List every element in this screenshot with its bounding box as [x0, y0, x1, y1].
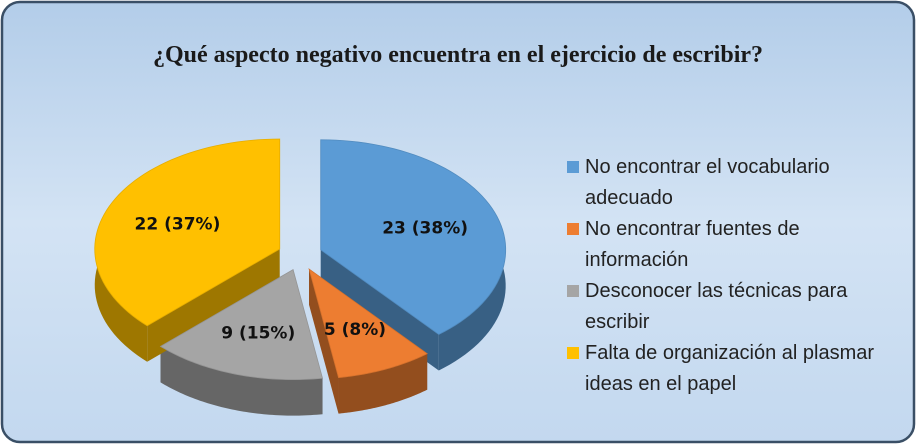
legend-label: No encontrar el vocabulario adecuado: [585, 156, 835, 209]
legend-label: No encontrar fuentes de información: [585, 218, 805, 271]
slice: [94, 138, 281, 327]
legend-swatch: [567, 161, 579, 173]
slice: [308, 268, 428, 379]
slice: [320, 139, 507, 335]
slice: [159, 269, 324, 381]
data-label: 23 (38%): [382, 218, 468, 238]
slice-radial-side: [147, 249, 280, 362]
data-label: 5 (8%): [324, 320, 386, 340]
chart-title: ¿Qué aspecto negativo encuentra en el ej…: [153, 42, 763, 68]
slice-wall: [160, 346, 323, 416]
slice-radial-side: [309, 269, 339, 414]
legend-label: Desconocer las técnicas para escribir: [585, 280, 853, 333]
slice-wall: [338, 353, 428, 414]
slice-radial-side: [320, 249, 439, 371]
data-label: 9 (15%): [221, 323, 295, 343]
legend-swatch: [567, 223, 579, 235]
data-label: 22 (37%): [135, 214, 221, 234]
legend-swatch: [567, 285, 579, 297]
legend-swatch: [567, 347, 579, 359]
legend-label: Falta de organización al plasmar ideas e…: [585, 342, 880, 395]
